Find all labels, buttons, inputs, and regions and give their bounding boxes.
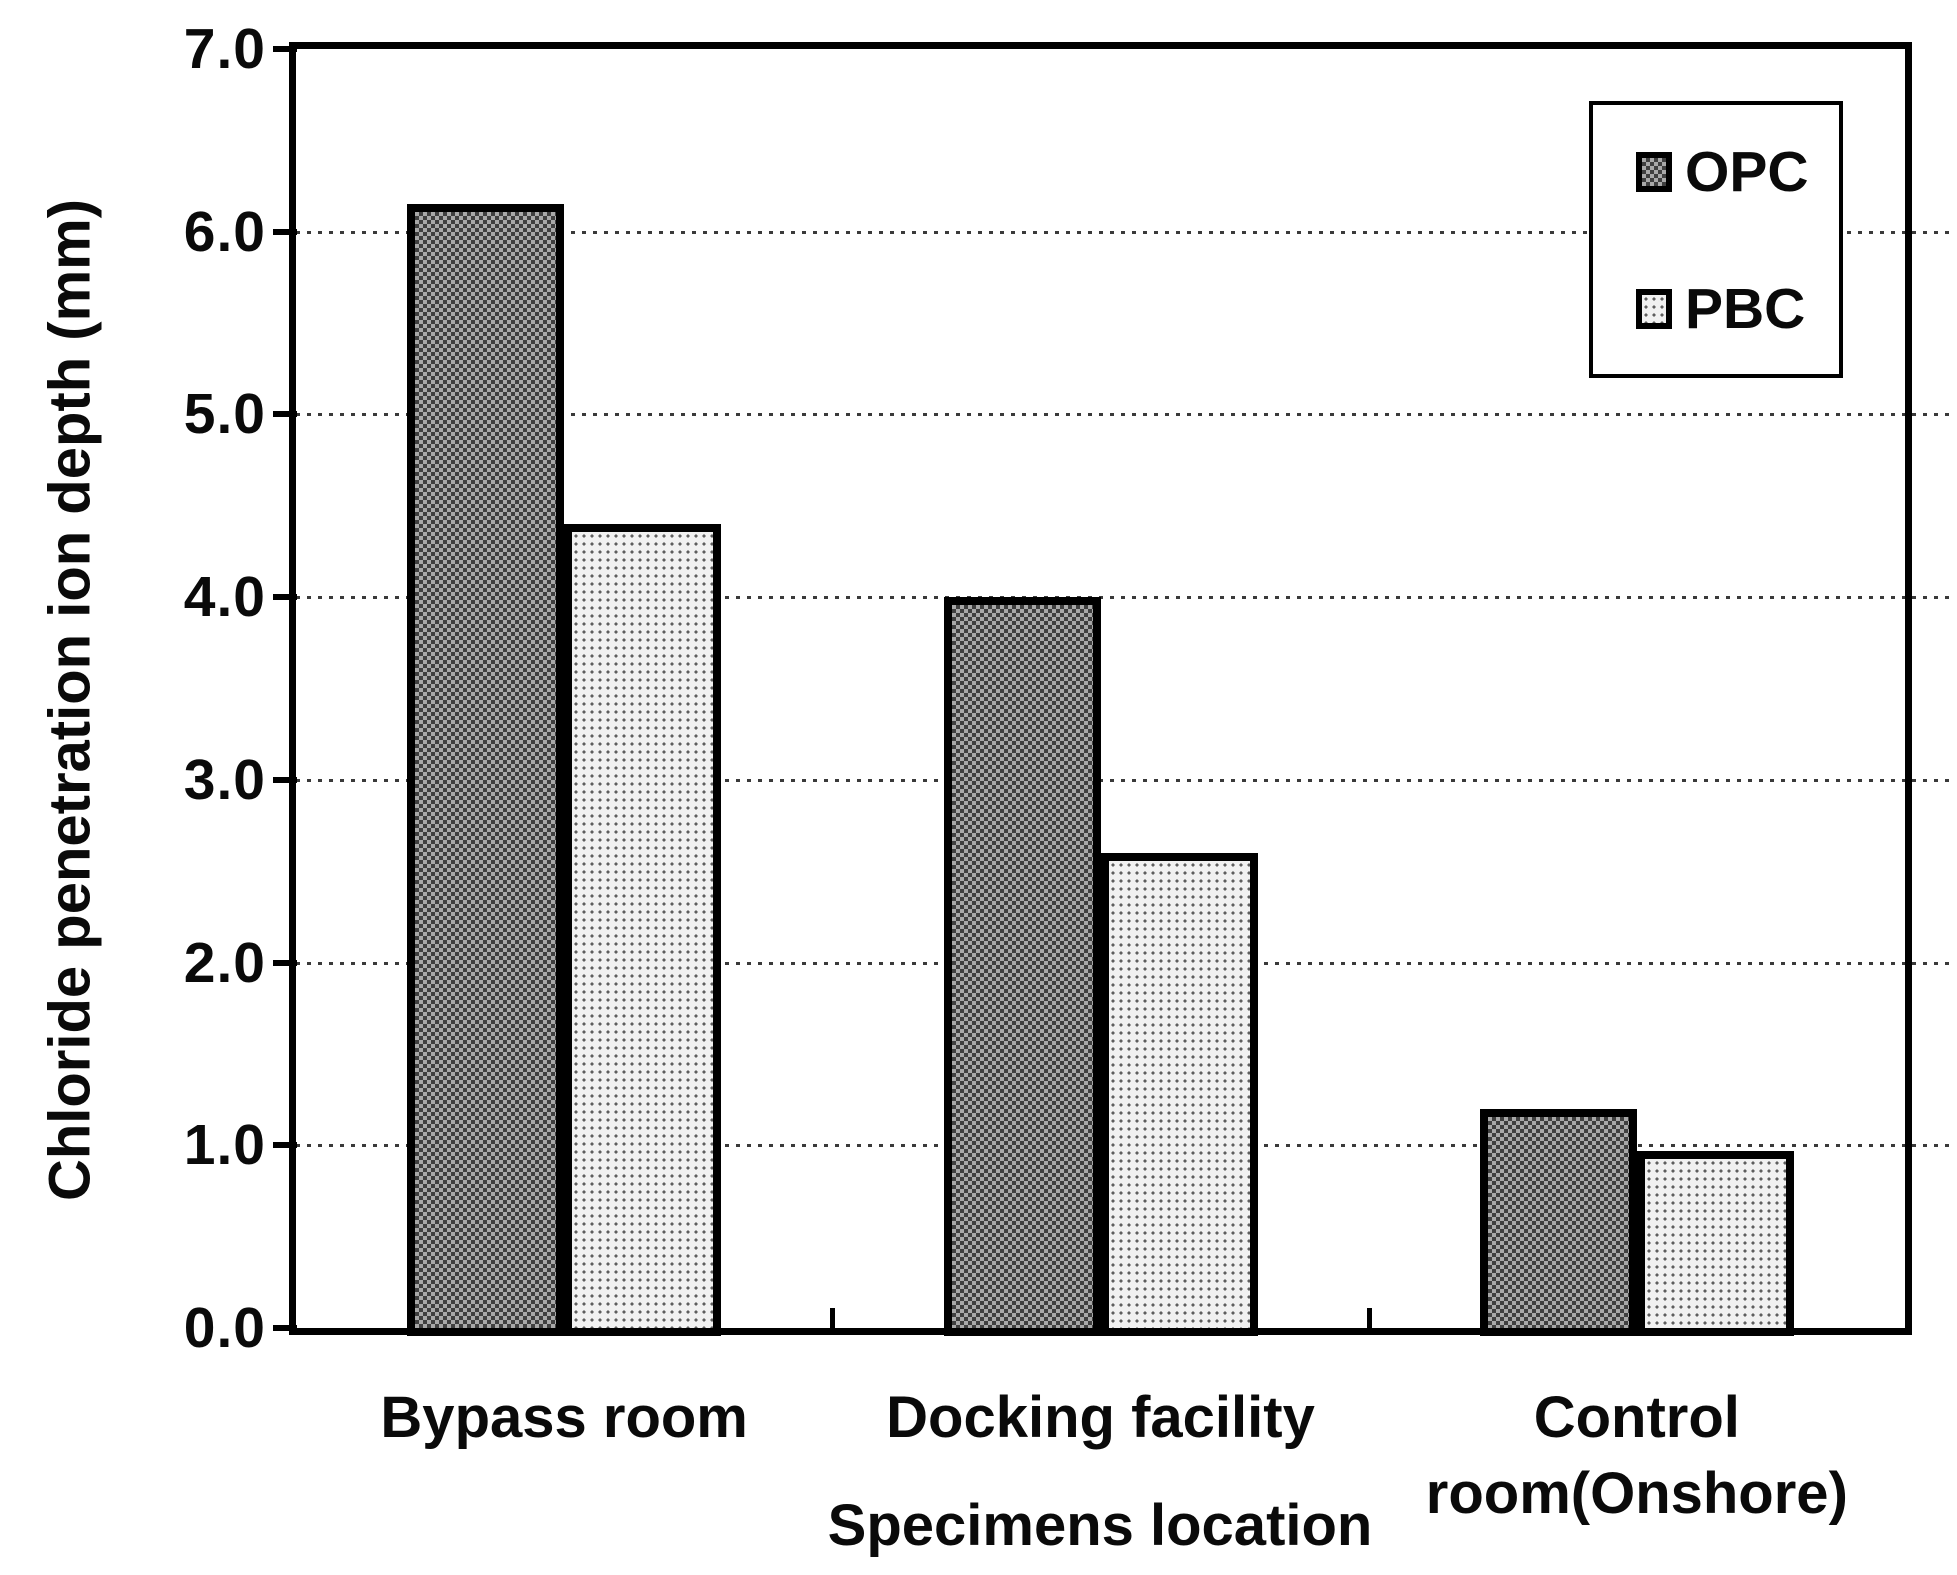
y-gridline-stub <box>1912 413 1952 417</box>
bar-opc-0 <box>407 204 565 1336</box>
y-tick <box>273 46 297 52</box>
x-category-label: Bypass room <box>380 1380 747 1456</box>
bar-pbc-2 <box>1636 1150 1794 1336</box>
y-gridline <box>296 413 1905 417</box>
y-tick <box>273 1325 297 1331</box>
y-gridline <box>296 778 1905 782</box>
x-category-tick <box>1366 1308 1372 1328</box>
y-tick <box>273 411 297 418</box>
legend-box: OPC PBC <box>1589 101 1843 378</box>
y-axis-title: Chloride penetration ion depth (mm) <box>37 198 103 1202</box>
y-gridline <box>296 596 1905 600</box>
legend-swatch-opc <box>1636 152 1672 192</box>
legend-swatch-pbc <box>1636 289 1672 329</box>
x-category-label-line: Docking facility <box>886 1385 1315 1450</box>
y-tick-label: 0.0 <box>183 1296 266 1360</box>
legend-label-opc: OPC <box>1685 140 1809 204</box>
x-category-label-line: Control <box>1533 1385 1740 1450</box>
legend-entry-opc: OPC <box>1636 140 1809 204</box>
legend-label-pbc: PBC <box>1685 277 1806 341</box>
bar-pbc-1 <box>1100 852 1258 1336</box>
legend-entry-pbc: PBC <box>1636 277 1806 341</box>
x-category-label-line: room(Onshore) <box>1425 1461 1848 1526</box>
y-gridline-stub <box>1912 230 1952 234</box>
x-axis-title: Specimens location <box>827 1493 1373 1558</box>
y-gridline-stub <box>1912 961 1952 965</box>
y-tick-label: 1.0 <box>183 1113 266 1178</box>
y-tick <box>273 594 297 601</box>
bar-pbc-0 <box>564 524 722 1336</box>
x-category-label: Docking facility <box>886 1380 1315 1456</box>
y-tick-label: 6.0 <box>183 199 266 264</box>
y-gridline-stub <box>1912 778 1952 782</box>
y-tick <box>273 228 297 235</box>
y-tick-label: 3.0 <box>183 747 266 812</box>
y-tick-label: 2.0 <box>183 930 266 995</box>
x-category-label: Control room(Onshore) <box>1426 1380 1848 1532</box>
y-tick <box>273 1142 297 1149</box>
x-category-label-line: Bypass room <box>380 1385 748 1450</box>
y-tick <box>273 959 297 966</box>
y-gridline <box>296 230 1905 234</box>
bar-opc-2 <box>1479 1108 1637 1336</box>
bar-opc-1 <box>943 597 1101 1336</box>
y-gridline-stub <box>1912 596 1952 600</box>
y-tick-label: 5.0 <box>183 382 266 447</box>
x-category-tick <box>830 1308 836 1328</box>
y-tick <box>273 776 297 783</box>
y-tick-label: 7.0 <box>183 17 266 81</box>
y-tick-label: 4.0 <box>183 565 266 630</box>
y-gridline-stub <box>1912 1144 1952 1148</box>
